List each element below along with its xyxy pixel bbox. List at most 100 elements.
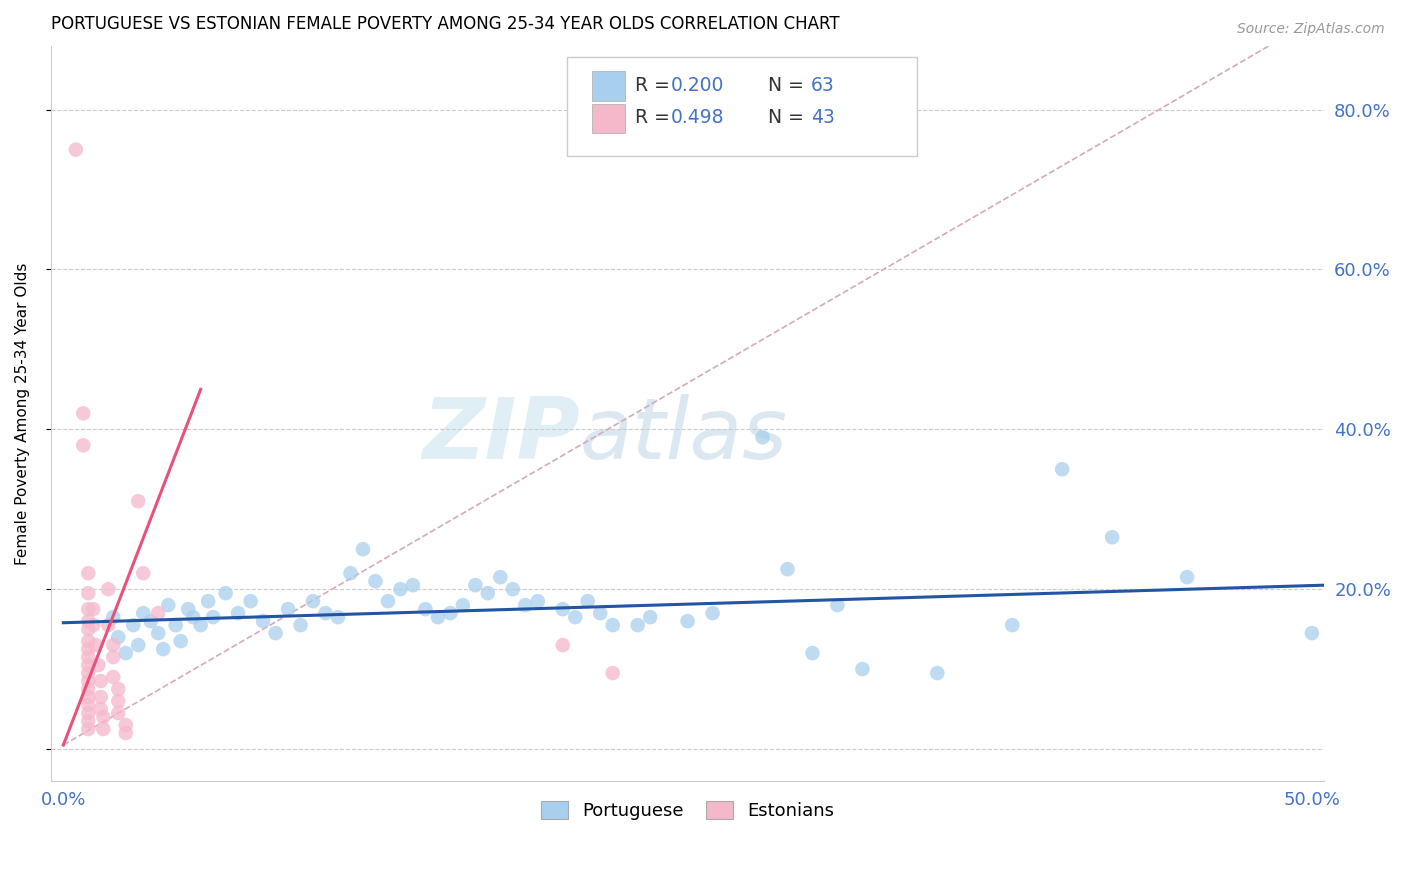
Point [65, 143, 87, 157]
Text: atlas: atlas [579, 394, 787, 477]
Point [564, 610, 586, 624]
Point [589, 606, 612, 620]
Point [77, 682, 100, 697]
Text: Source: ZipAtlas.com: Source: ZipAtlas.com [1237, 22, 1385, 37]
Point [77, 650, 100, 665]
Point [114, 646, 136, 660]
Point [202, 610, 225, 624]
Point [190, 618, 212, 632]
Point [602, 666, 624, 681]
Point [77, 622, 100, 636]
Point [77, 722, 100, 736]
Point [170, 634, 193, 648]
Point [451, 598, 474, 612]
Text: PORTUGUESE VS ESTONIAN FEMALE POVERTY AMONG 25-34 YEAR OLDS CORRELATION CHART: PORTUGUESE VS ESTONIAN FEMALE POVERTY AM… [51, 15, 839, 33]
Point [148, 626, 170, 640]
Point [402, 578, 425, 592]
Text: 63: 63 [811, 76, 835, 95]
Point [77, 614, 100, 628]
Point [77, 566, 100, 581]
Point [364, 574, 387, 589]
Point [526, 594, 548, 608]
Point [97, 618, 120, 632]
Point [77, 658, 100, 673]
Point [676, 614, 699, 628]
Text: ZIP: ZIP [422, 394, 579, 477]
Point [1175, 570, 1198, 584]
FancyBboxPatch shape [592, 71, 626, 101]
Point [114, 718, 136, 732]
Point [77, 602, 100, 616]
Point [426, 610, 449, 624]
Point [148, 606, 170, 620]
Point [77, 714, 100, 728]
Point [315, 606, 337, 620]
Point [77, 698, 100, 712]
FancyBboxPatch shape [592, 103, 626, 133]
Point [489, 570, 512, 584]
Point [107, 630, 129, 644]
Point [77, 706, 100, 720]
Point [177, 602, 200, 616]
Point [827, 598, 849, 612]
Point [77, 666, 100, 681]
Point [114, 726, 136, 740]
Point [165, 618, 187, 632]
Point [638, 610, 661, 624]
Point [377, 594, 399, 608]
FancyBboxPatch shape [567, 57, 917, 156]
Point [103, 670, 125, 684]
Point [339, 566, 361, 581]
Point [439, 606, 461, 620]
Point [77, 634, 100, 648]
Point [352, 542, 374, 557]
Point [1101, 530, 1123, 544]
Point [90, 674, 112, 689]
Point [326, 610, 349, 624]
Point [139, 614, 162, 628]
Point [127, 638, 149, 652]
Point [851, 662, 873, 676]
Point [239, 594, 262, 608]
Text: R =: R = [636, 108, 676, 127]
Point [72, 406, 94, 420]
Point [157, 598, 180, 612]
Point [751, 430, 773, 444]
Point [252, 614, 274, 628]
Point [302, 594, 325, 608]
Point [464, 578, 486, 592]
Point [152, 642, 174, 657]
Point [84, 638, 107, 652]
Point [90, 702, 112, 716]
Point [515, 598, 537, 612]
Point [132, 566, 155, 581]
Point [502, 582, 524, 597]
Point [103, 650, 125, 665]
Point [477, 586, 499, 600]
Point [226, 606, 249, 620]
Point [415, 602, 437, 616]
Point [107, 694, 129, 708]
Point [91, 710, 114, 724]
Point [107, 706, 129, 720]
Point [627, 618, 650, 632]
Point [389, 582, 412, 597]
Text: 0.200: 0.200 [671, 76, 724, 95]
Text: N =: N = [756, 108, 810, 127]
Point [82, 602, 104, 616]
Point [551, 602, 574, 616]
Point [127, 494, 149, 508]
Legend: Portuguese, Estonians: Portuguese, Estonians [534, 793, 841, 827]
Point [77, 690, 100, 704]
Point [77, 674, 100, 689]
Point [776, 562, 799, 576]
Point [77, 586, 100, 600]
Point [1301, 626, 1323, 640]
Y-axis label: Female Poverty Among 25-34 Year Olds: Female Poverty Among 25-34 Year Olds [15, 262, 30, 565]
Point [87, 658, 110, 673]
Point [91, 722, 114, 736]
Point [90, 690, 112, 704]
Text: 43: 43 [811, 108, 835, 127]
Point [82, 618, 104, 632]
Text: 0.498: 0.498 [671, 108, 724, 127]
